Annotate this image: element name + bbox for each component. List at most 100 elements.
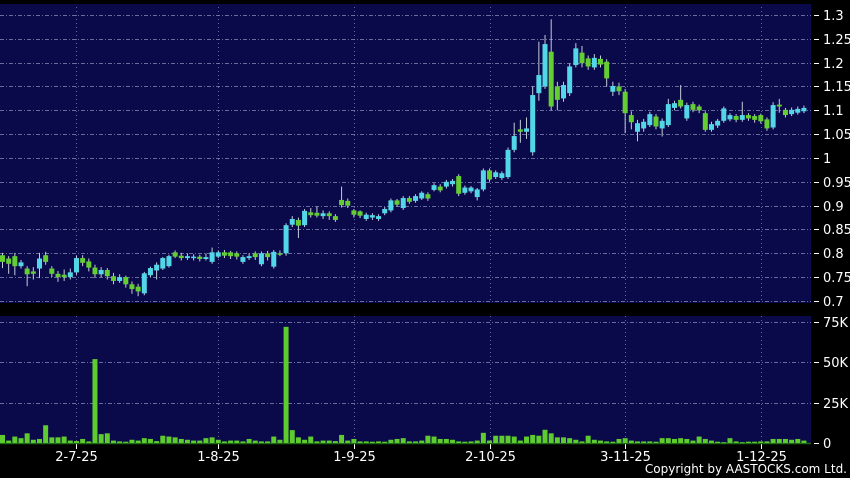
candle-up	[363, 214, 369, 219]
price-axis-label: 0.9	[823, 200, 844, 215]
candle-up	[431, 185, 437, 190]
price-axis-label: 1.25	[823, 33, 850, 48]
candle-down	[628, 115, 634, 123]
price-axis-label: 1.15	[823, 80, 850, 95]
volume-bar	[659, 438, 665, 443]
volume-bar	[567, 438, 573, 443]
price-axis-label: 1	[823, 152, 831, 167]
volume-bar	[524, 436, 530, 443]
volume-bar	[308, 436, 314, 443]
candle-up	[659, 120, 665, 129]
candle-up	[450, 180, 456, 185]
volume-bar	[770, 438, 776, 443]
volume-bar	[369, 441, 375, 443]
candle-up	[789, 109, 795, 115]
candle-up	[240, 257, 246, 262]
date-axis-label: 2-7-25	[55, 450, 97, 465]
volume-bar	[382, 441, 388, 443]
volume-bar	[745, 441, 751, 443]
volume-bar	[228, 440, 234, 443]
candle-up	[67, 272, 73, 278]
candle-down	[745, 115, 751, 119]
volume-bar	[388, 439, 394, 443]
candle-down	[357, 211, 363, 216]
volume-bar	[758, 441, 764, 443]
candle-up	[561, 85, 567, 99]
volume-bar	[258, 441, 264, 443]
volume-bar	[129, 439, 135, 443]
volume-axis-label: 50K	[823, 356, 849, 371]
candle-up	[154, 264, 160, 271]
candle-down	[585, 58, 591, 67]
volume-bar	[246, 438, 252, 443]
candle-up	[166, 256, 172, 267]
candle-up	[511, 136, 517, 150]
candle-down	[678, 99, 684, 107]
volume-bar	[801, 440, 807, 443]
volume-bar	[678, 438, 684, 443]
candle-down	[123, 277, 129, 285]
volume-bar	[30, 439, 36, 443]
date-axis-label: 2-10-25	[465, 450, 516, 465]
candle-down	[308, 212, 314, 216]
candle-down	[86, 261, 92, 268]
volume-axis-label: 25K	[823, 397, 849, 412]
volume-bar	[443, 438, 449, 443]
volume-bar	[215, 439, 221, 443]
candle-down	[24, 268, 30, 275]
candle-down	[49, 268, 55, 274]
volume-bar	[561, 437, 567, 443]
candle-up	[542, 44, 548, 87]
candle-up	[258, 253, 264, 265]
candle-down	[702, 113, 708, 130]
candle-up	[191, 256, 197, 259]
volume-bar	[283, 326, 289, 443]
volume-bar	[437, 438, 443, 443]
volume-bar	[332, 441, 338, 443]
candle-down	[517, 129, 523, 132]
volume-bar	[252, 440, 258, 443]
candle-down	[221, 252, 227, 256]
candle-down	[554, 86, 560, 100]
volume-bar	[363, 441, 369, 443]
candle-down	[437, 186, 443, 191]
volume-bar	[628, 440, 634, 443]
candle-down	[332, 216, 338, 220]
volume-bar	[684, 438, 690, 443]
volume-bar	[178, 438, 184, 443]
volume-bar	[634, 441, 640, 443]
volume-bar	[166, 436, 172, 443]
volume-bar	[209, 437, 215, 443]
volume-bar	[320, 440, 326, 443]
volume-bar	[764, 441, 770, 443]
candle-down	[604, 61, 610, 79]
volume-bar	[517, 440, 523, 443]
candle-down	[733, 116, 739, 120]
volume-bar	[585, 435, 591, 443]
candle-down	[690, 104, 696, 110]
candle-up	[289, 218, 295, 225]
candle-up	[505, 149, 511, 178]
candle-down	[339, 199, 345, 206]
candle-down	[326, 213, 332, 217]
candle-down	[80, 258, 86, 263]
date-axis-label: 3-11-25	[600, 450, 651, 465]
volume-bar	[406, 441, 412, 443]
candle-up	[468, 187, 474, 192]
candle-up	[400, 198, 406, 209]
candle-up	[98, 269, 104, 275]
volume-bar	[240, 441, 246, 443]
volume-bar	[277, 439, 283, 443]
candle-down	[622, 91, 628, 114]
candle-up	[715, 120, 721, 126]
candle-down	[110, 276, 116, 281]
candle-up	[665, 104, 671, 126]
volume-axis-label: 0	[823, 437, 831, 452]
volume-bar	[141, 438, 147, 443]
volume-bar	[653, 441, 659, 443]
volume-bar	[690, 440, 696, 443]
volume-bar	[795, 438, 801, 443]
candle-down	[406, 198, 412, 202]
volume-bar	[172, 437, 178, 443]
